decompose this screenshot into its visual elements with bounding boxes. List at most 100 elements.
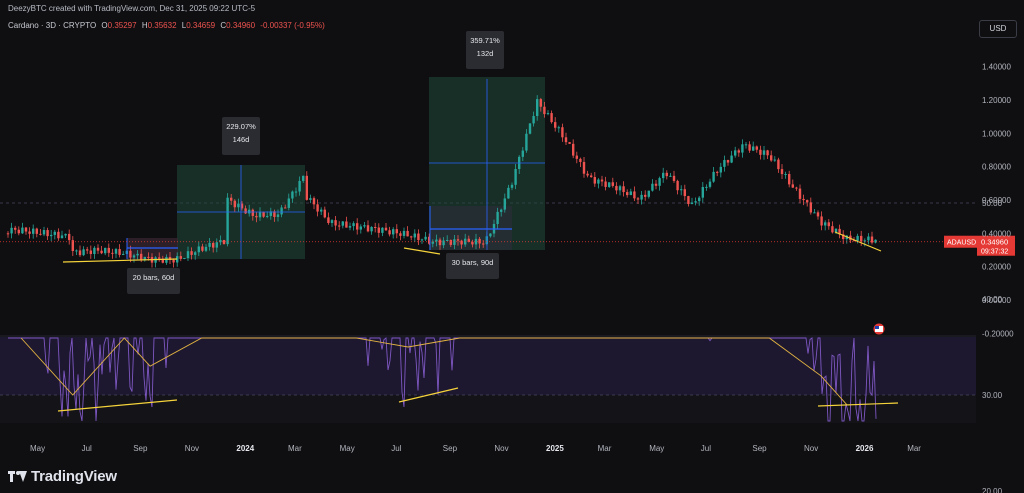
- candle-body: [50, 234, 53, 237]
- candle-body: [395, 229, 398, 234]
- candle-body: [690, 202, 694, 205]
- candle-body: [694, 201, 697, 203]
- rsi-trendline: [817, 402, 899, 407]
- candle-body: [60, 235, 64, 239]
- rsi-tick-label: 30.00: [982, 391, 1003, 400]
- candle-body: [366, 225, 370, 232]
- candle-body: [215, 242, 218, 248]
- candle-body: [388, 230, 391, 235]
- candle-body: [273, 211, 276, 217]
- tradingview-logo: TradingView: [8, 468, 117, 485]
- candle-body: [176, 256, 179, 263]
- candle-body: [654, 183, 658, 186]
- time-tick-label: Nov: [804, 444, 818, 453]
- candle-body: [341, 221, 344, 226]
- candle-body: [719, 166, 722, 173]
- candle-body: [377, 227, 380, 233]
- candle-body: [705, 186, 708, 188]
- candle-body: [780, 169, 784, 175]
- candle-body: [860, 235, 863, 242]
- open-value: 0.35297: [107, 21, 137, 30]
- candle-body: [204, 246, 208, 251]
- candle-body: [442, 240, 445, 246]
- gain-label-1-box: [222, 117, 260, 155]
- candle-body: [647, 190, 650, 197]
- candle-body: [579, 158, 582, 162]
- candle-body: [168, 256, 172, 260]
- candle-body: [856, 235, 859, 241]
- candle-body: [467, 238, 470, 243]
- candle-body: [744, 144, 748, 146]
- tradingview-logo-icon: [8, 471, 27, 482]
- candle-body: [35, 228, 38, 234]
- candle-body: [186, 251, 190, 259]
- candle-body: [525, 133, 528, 151]
- candle-body: [122, 253, 125, 255]
- symbol-tag-text: ADAUSD: [947, 240, 976, 247]
- candle-body: [453, 239, 456, 245]
- candle-body: [496, 211, 499, 225]
- candle-body: [262, 211, 265, 217]
- candle-body: [752, 146, 755, 151]
- candle-body: [813, 212, 816, 214]
- candle-body: [93, 247, 96, 255]
- candle-body: [802, 198, 805, 201]
- candle-body: [316, 204, 319, 212]
- candle-body: [658, 178, 661, 186]
- bars-label-1-box: [127, 268, 180, 294]
- candle-body: [338, 225, 341, 227]
- candle-body: [179, 256, 182, 259]
- candle-body: [280, 207, 283, 215]
- candle-body: [312, 198, 316, 205]
- candle-body: [140, 253, 143, 261]
- rsi-trendline: [57, 399, 178, 412]
- gain-label-2-text-1: 132d: [477, 49, 494, 58]
- candle-body: [636, 198, 640, 200]
- candle-body: [370, 226, 373, 232]
- currency-button[interactable]: USD: [979, 20, 1017, 38]
- candle-body: [633, 191, 636, 199]
- price-tick-label: 1.00000: [982, 129, 1011, 138]
- candle-body: [327, 217, 330, 223]
- tradingview-logo-text: TradingView: [31, 468, 117, 485]
- candle-body: [212, 242, 215, 248]
- candle-body: [708, 181, 712, 187]
- price-tick-label: 1.20000: [982, 96, 1011, 105]
- candle-body: [500, 209, 503, 212]
- candle-body: [57, 231, 60, 239]
- candle-body: [305, 175, 308, 200]
- candle-body: [723, 160, 726, 167]
- candle-body: [604, 181, 607, 187]
- candle-body: [82, 249, 85, 256]
- candle-body: [345, 221, 348, 228]
- candle-body: [748, 144, 751, 151]
- candle-body: [446, 240, 449, 242]
- candle-body: [568, 142, 571, 144]
- candle-body: [104, 247, 107, 254]
- price-tag-value: 0.34960: [981, 238, 1008, 247]
- candle-body: [284, 207, 287, 209]
- high-value: 0.35632: [147, 21, 177, 30]
- candle-body: [129, 250, 132, 258]
- candle-body: [651, 183, 654, 191]
- candle-body: [435, 239, 438, 242]
- candle-body: [233, 200, 236, 208]
- candle-body: [586, 173, 589, 176]
- candle-body: [456, 239, 460, 241]
- candle-body: [622, 186, 625, 193]
- candle-body: [276, 214, 280, 217]
- candle-body: [424, 236, 427, 240]
- chart-credit: DeezyBTC created with TradingView.com, D…: [8, 4, 256, 13]
- candle-body: [827, 222, 830, 227]
- candle-body: [363, 225, 366, 227]
- candle-body: [356, 223, 359, 230]
- candle-body: [669, 175, 672, 177]
- candle-body: [521, 150, 524, 157]
- candle-body: [14, 227, 17, 230]
- candle-body: [503, 198, 506, 210]
- bars-label-2-text-0: 30 bars, 90d: [452, 258, 494, 267]
- candle-body: [608, 182, 611, 187]
- candle-body: [334, 220, 337, 226]
- candle-body: [330, 220, 334, 223]
